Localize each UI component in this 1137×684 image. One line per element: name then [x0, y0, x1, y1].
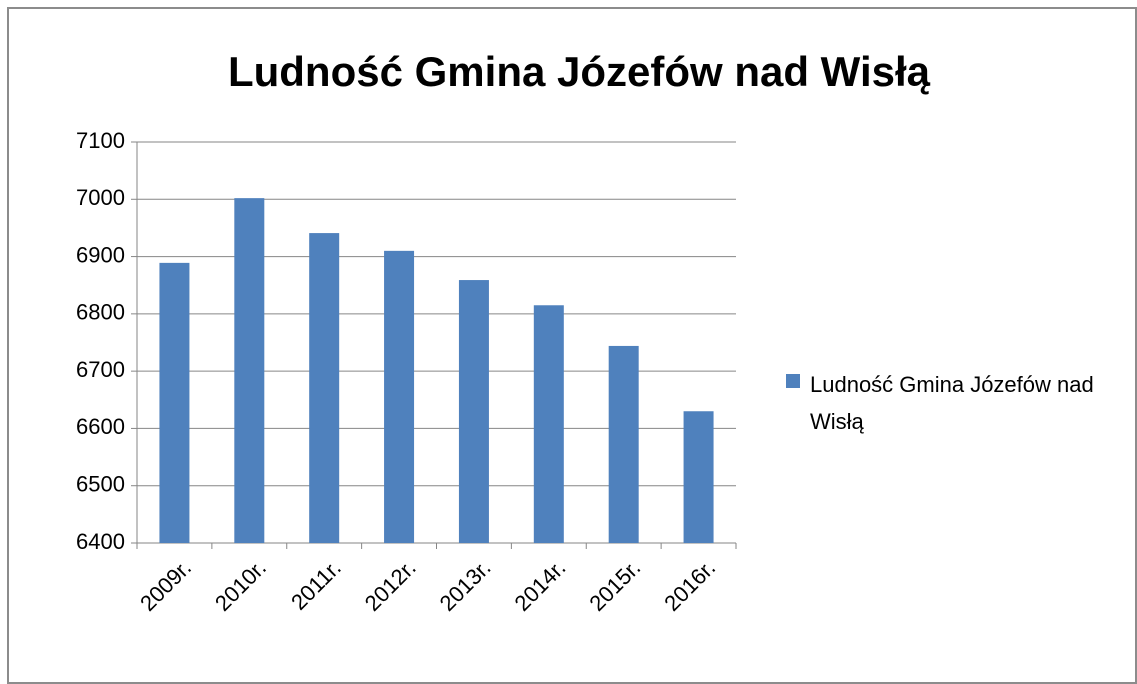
y-tick-label: 6700 [76, 357, 125, 382]
bar [458, 280, 489, 543]
bar [234, 198, 265, 543]
y-tick-label: 6600 [76, 414, 125, 439]
bar [309, 233, 340, 543]
bar [683, 411, 714, 543]
bar [159, 262, 190, 543]
legend-label: Ludność Gmina Józefów nad Wisłą [810, 372, 1094, 434]
bar [533, 305, 564, 543]
bar [384, 250, 415, 544]
y-tick-label: 7100 [76, 128, 125, 153]
y-tick-label: 6400 [76, 529, 125, 554]
bar [608, 345, 639, 543]
y-tick-label: 6800 [76, 300, 125, 325]
y-tick-label: 7000 [76, 185, 125, 210]
y-tick-label: 6900 [76, 242, 125, 267]
chart-frame [7, 7, 1137, 684]
y-tick-label: 6500 [76, 472, 125, 497]
chart-title: Ludność Gmina Józefów nad Wisłą [228, 48, 931, 95]
legend-swatch [786, 374, 800, 388]
legend: Ludność Gmina Józefów nad Wisłą [786, 366, 1120, 440]
